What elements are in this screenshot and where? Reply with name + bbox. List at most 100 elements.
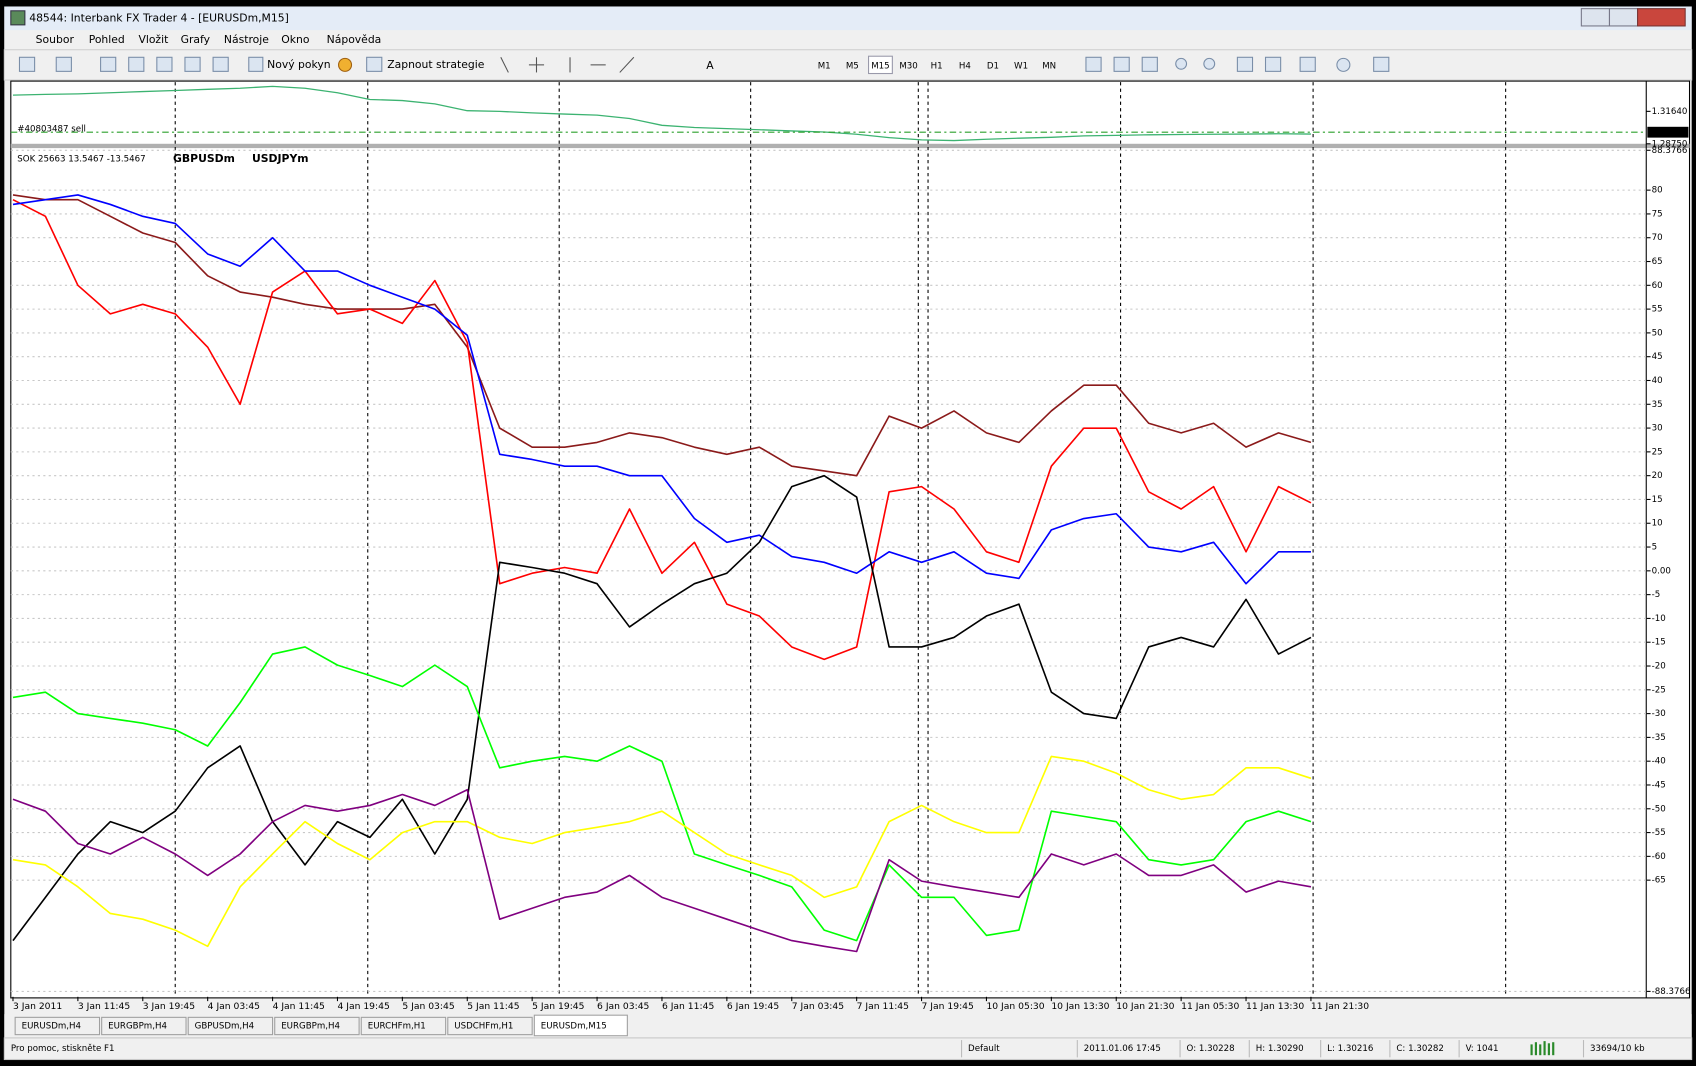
menu-item[interactable]: Pohled [89,33,125,46]
icon[interactable] [156,56,173,72]
timeframe-button[interactable]: M15 [871,61,889,71]
icon[interactable] [1203,57,1216,70]
chart-area [10,80,1691,999]
maximize-button[interactable] [1608,8,1639,27]
icon[interactable] [248,56,264,72]
icon[interactable] [366,56,383,72]
tab[interactable] [533,1014,628,1037]
y-tick-label: 0.00 [1652,566,1671,576]
icon[interactable] [1264,56,1282,72]
x-tick-label: 10 Jan 05:30 [986,1001,1044,1012]
menu-item[interactable]: Vložit [138,33,168,46]
timeframe-button[interactable]: MN [1042,61,1056,71]
series-line [12,788,1312,953]
status-field: 2011.01.06 17:45 [1084,1044,1161,1054]
strategy-button[interactable]: Zapnout strategie [387,58,484,71]
y-tick-label: -30 [1652,709,1666,719]
trend-tool[interactable] [619,56,635,73]
y-tick-label: -10 [1652,614,1666,624]
y-tick-label: 60 [1652,281,1663,291]
y-tick-label: -65 [1652,876,1666,886]
icon[interactable] [338,57,353,72]
icon[interactable] [1236,56,1254,72]
icon[interactable] [1085,56,1102,72]
timeframe-active [868,55,893,75]
minimize-button[interactable] [1580,8,1611,27]
series-line [12,474,1312,942]
icon[interactable] [55,56,72,72]
tab-label[interactable]: EURGBPm,H4 [108,1021,167,1031]
tab-label[interactable]: GBPUSDm,H4 [195,1021,255,1031]
series-line [12,85,1311,142]
tab-label[interactable]: EURUSDm,M15 [541,1021,607,1031]
icon[interactable] [1336,57,1351,72]
y-tick-label: 88.3766 [1652,146,1688,156]
timeframe-button[interactable]: H1 [931,61,943,71]
icon[interactable] [1175,57,1188,70]
menu-item[interactable]: Okno [281,33,310,46]
toolbar-icons [18,56,1390,72]
status-field: L: 1.30216 [1327,1044,1373,1054]
timeframe-button[interactable]: W1 [1014,61,1028,71]
y-tick-label: -50 [1652,804,1666,814]
bar-icon [1543,1041,1546,1056]
close-button[interactable] [1637,8,1686,27]
series-line [12,194,1311,585]
y-tick-label: -60 [1652,852,1666,862]
icon[interactable] [212,56,229,72]
y-tick-label: 75 [1652,209,1663,219]
icon[interactable] [184,56,201,72]
timeframe-button[interactable]: M1 [818,61,831,71]
x-tick-label: 6 Jan 19:45 [727,1001,779,1012]
tab[interactable] [274,1016,360,1036]
timeframe-button[interactable]: M30 [899,61,917,71]
menu-item[interactable]: Soubor [36,33,75,46]
text-tool[interactable]: A [706,59,714,72]
cursor-tool[interactable] [500,57,509,73]
price-tick-label: 1.28750 [1652,139,1688,149]
y-tick-label: 70 [1652,233,1663,243]
tab[interactable] [14,1016,101,1036]
status-field: V: 1041 [1466,1044,1499,1054]
icon[interactable] [128,56,145,72]
tab[interactable] [101,1016,187,1036]
status-field: C: 1.30282 [1396,1044,1443,1054]
order-button[interactable]: Nový pokyn [267,58,330,71]
tab-label[interactable]: EURGBPm,H4 [281,1021,340,1031]
y-tick-label: 80 [1652,186,1663,196]
x-tick-label: 6 Jan 11:45 [662,1001,714,1012]
timeframe-button[interactable]: H4 [959,61,972,71]
order-label: #40803487 sell [17,124,86,134]
icon[interactable] [18,56,36,72]
timeframe-button[interactable]: M5 [846,61,859,71]
x-tick-label: 4 Jan 19:45 [337,1001,389,1012]
icon[interactable] [100,56,117,72]
tab[interactable] [447,1016,533,1036]
y-tick-label: 20 [1652,471,1663,481]
icon[interactable] [1141,56,1158,72]
x-tick-label: 3 Jan 2011 [13,1001,62,1012]
y-tick-label: -20 [1652,662,1666,672]
icon[interactable] [1113,56,1130,72]
menu-item[interactable]: Nástroje [224,33,269,46]
tab[interactable] [187,1016,274,1036]
bar-icon [1547,1043,1550,1056]
tab-label[interactable]: EURCHFm,H1 [368,1021,426,1031]
menu-bar [4,30,1692,50]
icon[interactable] [1373,56,1390,72]
connection-indicator [1530,1041,1555,1056]
indicator-label: SOK 25663 13.5467 -13.5467 [17,154,145,164]
x-tick-label: 4 Jan 11:45 [273,1001,325,1012]
y-tick-label: -15 [1652,638,1666,648]
tab[interactable] [360,1016,447,1036]
menu-item[interactable]: Grafy [181,33,211,46]
icon[interactable] [1299,56,1316,72]
current-price-label: 1.29782 [1651,128,1687,138]
x-tick-label: 10 Jan 13:30 [1051,1001,1109,1012]
timeframe-button[interactable]: D1 [987,61,999,71]
menu-item[interactable]: Nápověda [327,33,382,46]
tab-label[interactable]: EURUSDm,H4 [22,1021,82,1031]
x-tick-label: 4 Jan 03:45 [208,1001,260,1012]
tab-label[interactable]: USDCHFm,H1 [454,1021,513,1031]
